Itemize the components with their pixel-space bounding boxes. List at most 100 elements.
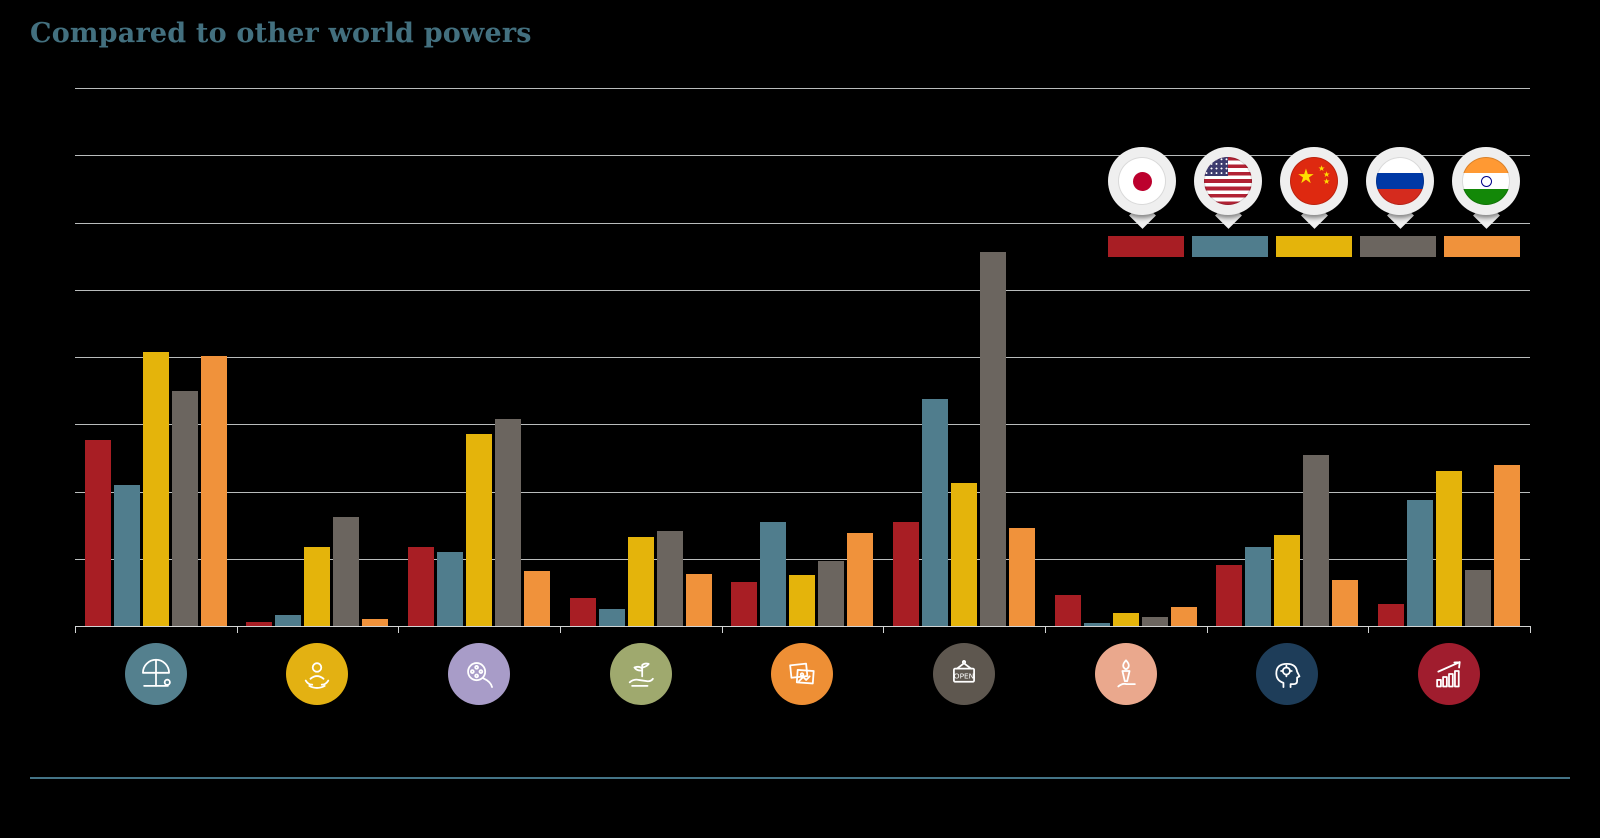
category-cell-environment-growth xyxy=(560,643,721,705)
open-sign-icon: OPEN xyxy=(933,643,996,705)
category-cell-tourism-leisure xyxy=(75,643,236,705)
bar-china-people-welfare xyxy=(304,546,331,626)
bar-russia-heritage-torch xyxy=(1141,616,1168,626)
bar-united-states-innovation-mindset xyxy=(1245,546,1272,626)
gridline xyxy=(75,491,1530,493)
bar-russia-open-for-business xyxy=(980,252,1007,626)
beach-umbrella-icon xyxy=(124,643,187,705)
pin-head xyxy=(1108,147,1176,215)
axis-tick xyxy=(398,626,400,633)
category-cell-economic-growth xyxy=(1369,643,1530,705)
bar-china-open-for-business xyxy=(951,483,978,626)
bar-russia-culture-film xyxy=(495,418,522,626)
legend-pin-united-states xyxy=(1194,147,1262,231)
bar-india-open-for-business xyxy=(1009,527,1036,626)
open-sign-text: OPEN xyxy=(954,671,974,680)
legend-color-swatches xyxy=(1108,236,1520,257)
axis-tick xyxy=(75,626,76,633)
axis-tick xyxy=(560,626,561,633)
china-flag-icon: ★ ★ ★ ★ xyxy=(1290,157,1338,205)
bar-india-environment-growth xyxy=(685,573,712,626)
bar-japan-economic-growth xyxy=(1378,604,1405,626)
bar-russia-innovation-mindset xyxy=(1303,455,1330,626)
bar-china-tourism-leisure xyxy=(142,351,169,626)
bar-japan-heritage-torch xyxy=(1054,595,1081,626)
bar-india-innovation-mindset xyxy=(1332,580,1359,626)
bar-india-heritage-torch xyxy=(1170,607,1197,626)
page-title: Compared to other world powers xyxy=(30,18,532,49)
bar-russia-people-welfare xyxy=(333,517,360,626)
category-cell-media-images xyxy=(722,643,883,705)
bar-japan-people-welfare xyxy=(246,621,273,626)
bar-group-environment-growth xyxy=(569,88,712,626)
usa-flag-icon xyxy=(1204,157,1252,205)
bar-japan-tourism-leisure xyxy=(84,440,111,626)
bar-japan-media-images xyxy=(731,581,758,626)
bar-india-people-welfare xyxy=(362,619,389,626)
japan-flag-icon xyxy=(1118,157,1166,205)
photos-icon xyxy=(771,643,834,705)
growth-chart-icon xyxy=(1418,643,1481,705)
legend-pin-russia xyxy=(1366,147,1434,231)
axis-tick xyxy=(1368,626,1370,633)
bar-russia-tourism-leisure xyxy=(171,390,198,626)
bar-russia-media-images xyxy=(818,561,845,626)
legend-pin-china: ★ ★ ★ ★ xyxy=(1280,147,1348,231)
pin-head xyxy=(1452,147,1520,215)
bar-india-culture-film xyxy=(524,570,551,626)
gridline xyxy=(75,558,1530,560)
bar-united-states-tourism-leisure xyxy=(113,484,140,626)
person-in-hands-icon xyxy=(286,643,349,705)
bar-india-economic-growth xyxy=(1494,464,1521,626)
bar-russia-economic-growth xyxy=(1465,569,1492,626)
category-cell-innovation-mindset xyxy=(1207,643,1368,705)
bar-group-innovation-mindset xyxy=(1216,88,1359,626)
axis-tick xyxy=(1206,626,1208,633)
plant-in-hand-icon xyxy=(609,643,672,705)
bar-group-tourism-leisure xyxy=(84,88,227,626)
legend-swatch-united-states xyxy=(1192,236,1268,257)
x-axis-line xyxy=(75,626,1530,627)
legend-pin-india xyxy=(1452,147,1520,231)
category-cell-people-welfare xyxy=(237,643,398,705)
pin-head xyxy=(1366,147,1434,215)
pin-head xyxy=(1194,147,1262,215)
bar-group-culture-film xyxy=(408,88,551,626)
category-cell-open-for-business: OPEN xyxy=(884,643,1045,705)
category-icons-row: OPEN xyxy=(75,643,1530,705)
bar-group-economic-growth xyxy=(1378,88,1521,626)
axis-tick xyxy=(1045,626,1046,633)
category-cell-heritage-torch xyxy=(1045,643,1206,705)
legend-swatch-india xyxy=(1444,236,1520,257)
bar-united-states-open-for-business xyxy=(922,398,949,626)
category-cell-culture-film xyxy=(399,643,560,705)
bar-china-environment-growth xyxy=(627,537,654,626)
bar-japan-environment-growth xyxy=(569,597,596,626)
legend-pin-japan xyxy=(1108,147,1176,231)
legend-swatch-japan xyxy=(1108,236,1184,257)
axis-tick xyxy=(721,626,723,633)
bar-united-states-people-welfare xyxy=(275,615,302,626)
bar-china-media-images xyxy=(789,574,816,626)
film-reel-icon xyxy=(448,643,511,705)
gridline xyxy=(75,289,1530,291)
axis-tick xyxy=(1530,626,1531,633)
bar-united-states-environment-growth xyxy=(598,608,625,626)
torch-in-hand-icon xyxy=(1094,643,1157,705)
legend-flag-pins: ★ ★ ★ ★ xyxy=(1108,147,1520,231)
bar-india-media-images xyxy=(847,533,874,626)
bar-groups xyxy=(75,88,1530,626)
pin-head: ★ ★ ★ ★ xyxy=(1280,147,1348,215)
axis-tick xyxy=(883,626,885,633)
head-gears-icon xyxy=(1256,643,1319,705)
bar-japan-culture-film xyxy=(408,546,435,626)
legend: ★ ★ ★ ★ xyxy=(1108,147,1520,257)
bar-chart xyxy=(75,88,1531,633)
bar-china-culture-film xyxy=(466,433,493,626)
bar-united-states-economic-growth xyxy=(1407,499,1434,626)
legend-swatch-russia xyxy=(1360,236,1436,257)
footer-divider xyxy=(30,777,1570,779)
bar-group-people-welfare xyxy=(246,88,389,626)
gridline xyxy=(75,357,1530,358)
